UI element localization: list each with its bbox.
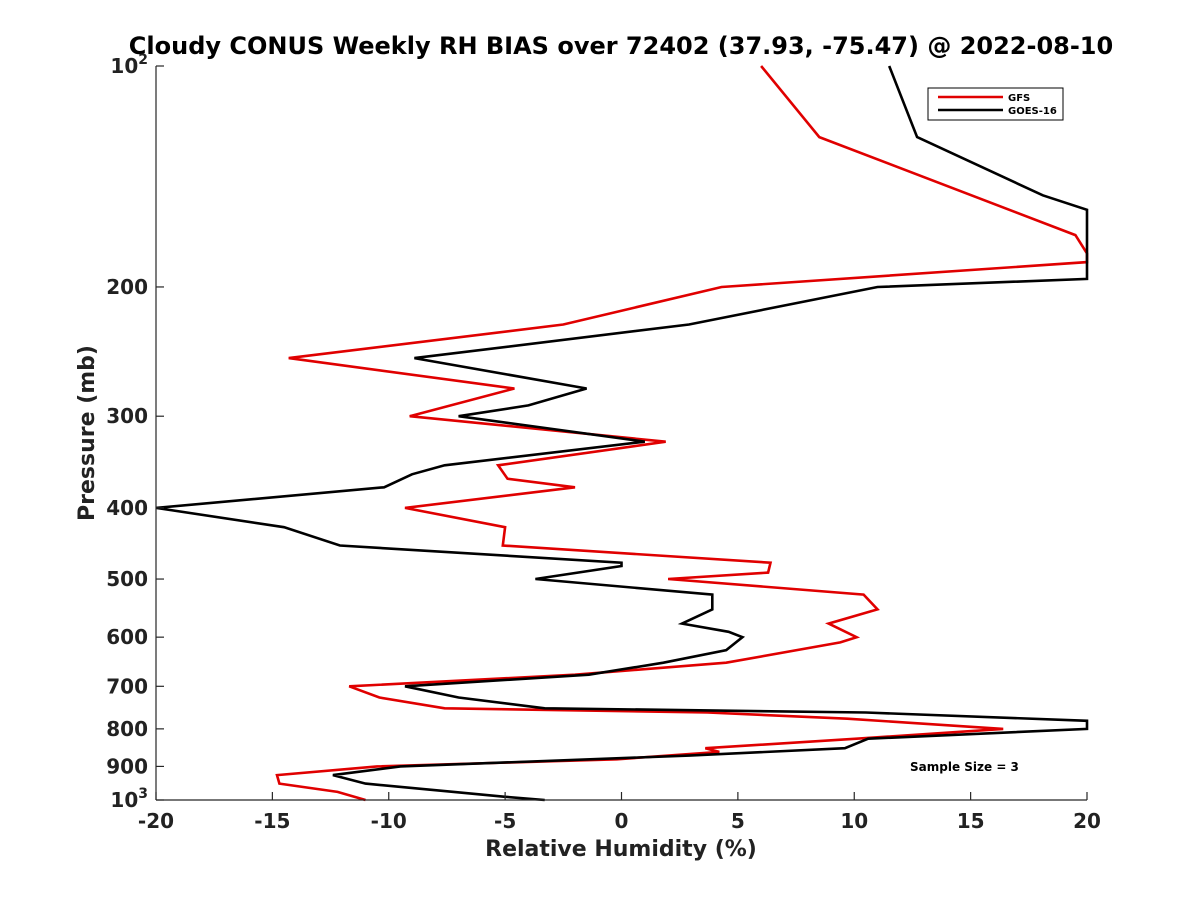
y-axis-label: Pressure (mb) [75,345,100,521]
y-tick-label: 800 [106,717,148,741]
x-ticks: -20 -15 -10 -5 0 5 10 15 20 [138,792,1101,833]
y-tick-label: 900 [106,754,148,778]
y-tick-label: 700 [106,674,148,698]
legend: GFS GOES-16 [927,87,1064,121]
x-axis-label: Relative Humidity (%) [485,837,757,862]
series-line-goes16 [155,65,1089,802]
x-tick-label: 20 [1073,809,1101,833]
x-tick-label: -20 [138,809,174,833]
y-ticks: 102 200 300 400 500 600 700 800 900 103 [106,52,164,812]
y-tick-label: 200 [106,275,148,299]
y-tick-label: 600 [106,625,148,649]
y-tick-label: 500 [106,567,148,591]
sample-size-annotation: Sample Size = 3 [910,760,1019,774]
x-tick-label: 5 [731,809,745,833]
x-tick-label: 10 [840,809,868,833]
chart-title: Cloudy CONUS Weekly RH BIAS over 72402 (… [129,32,1113,60]
legend-label-goes16: GOES-16 [1008,106,1057,117]
legend-box [927,87,1064,121]
plot-frame [156,66,1087,800]
x-tick-label: -5 [494,809,516,833]
x-tick-label: 15 [957,809,985,833]
y-tick-label: 400 [106,496,148,520]
x-tick-label: -15 [254,809,290,833]
y-tick-label: 103 [110,786,148,812]
legend-label-gfs: GFS [1008,93,1030,104]
x-tick-label: -10 [371,809,407,833]
series-line-gfs [275,65,1089,802]
y-tick-label: 300 [106,404,148,428]
y-tick-label: 102 [110,52,148,78]
plot-lines [155,65,1089,802]
x-tick-label: 0 [615,809,629,833]
